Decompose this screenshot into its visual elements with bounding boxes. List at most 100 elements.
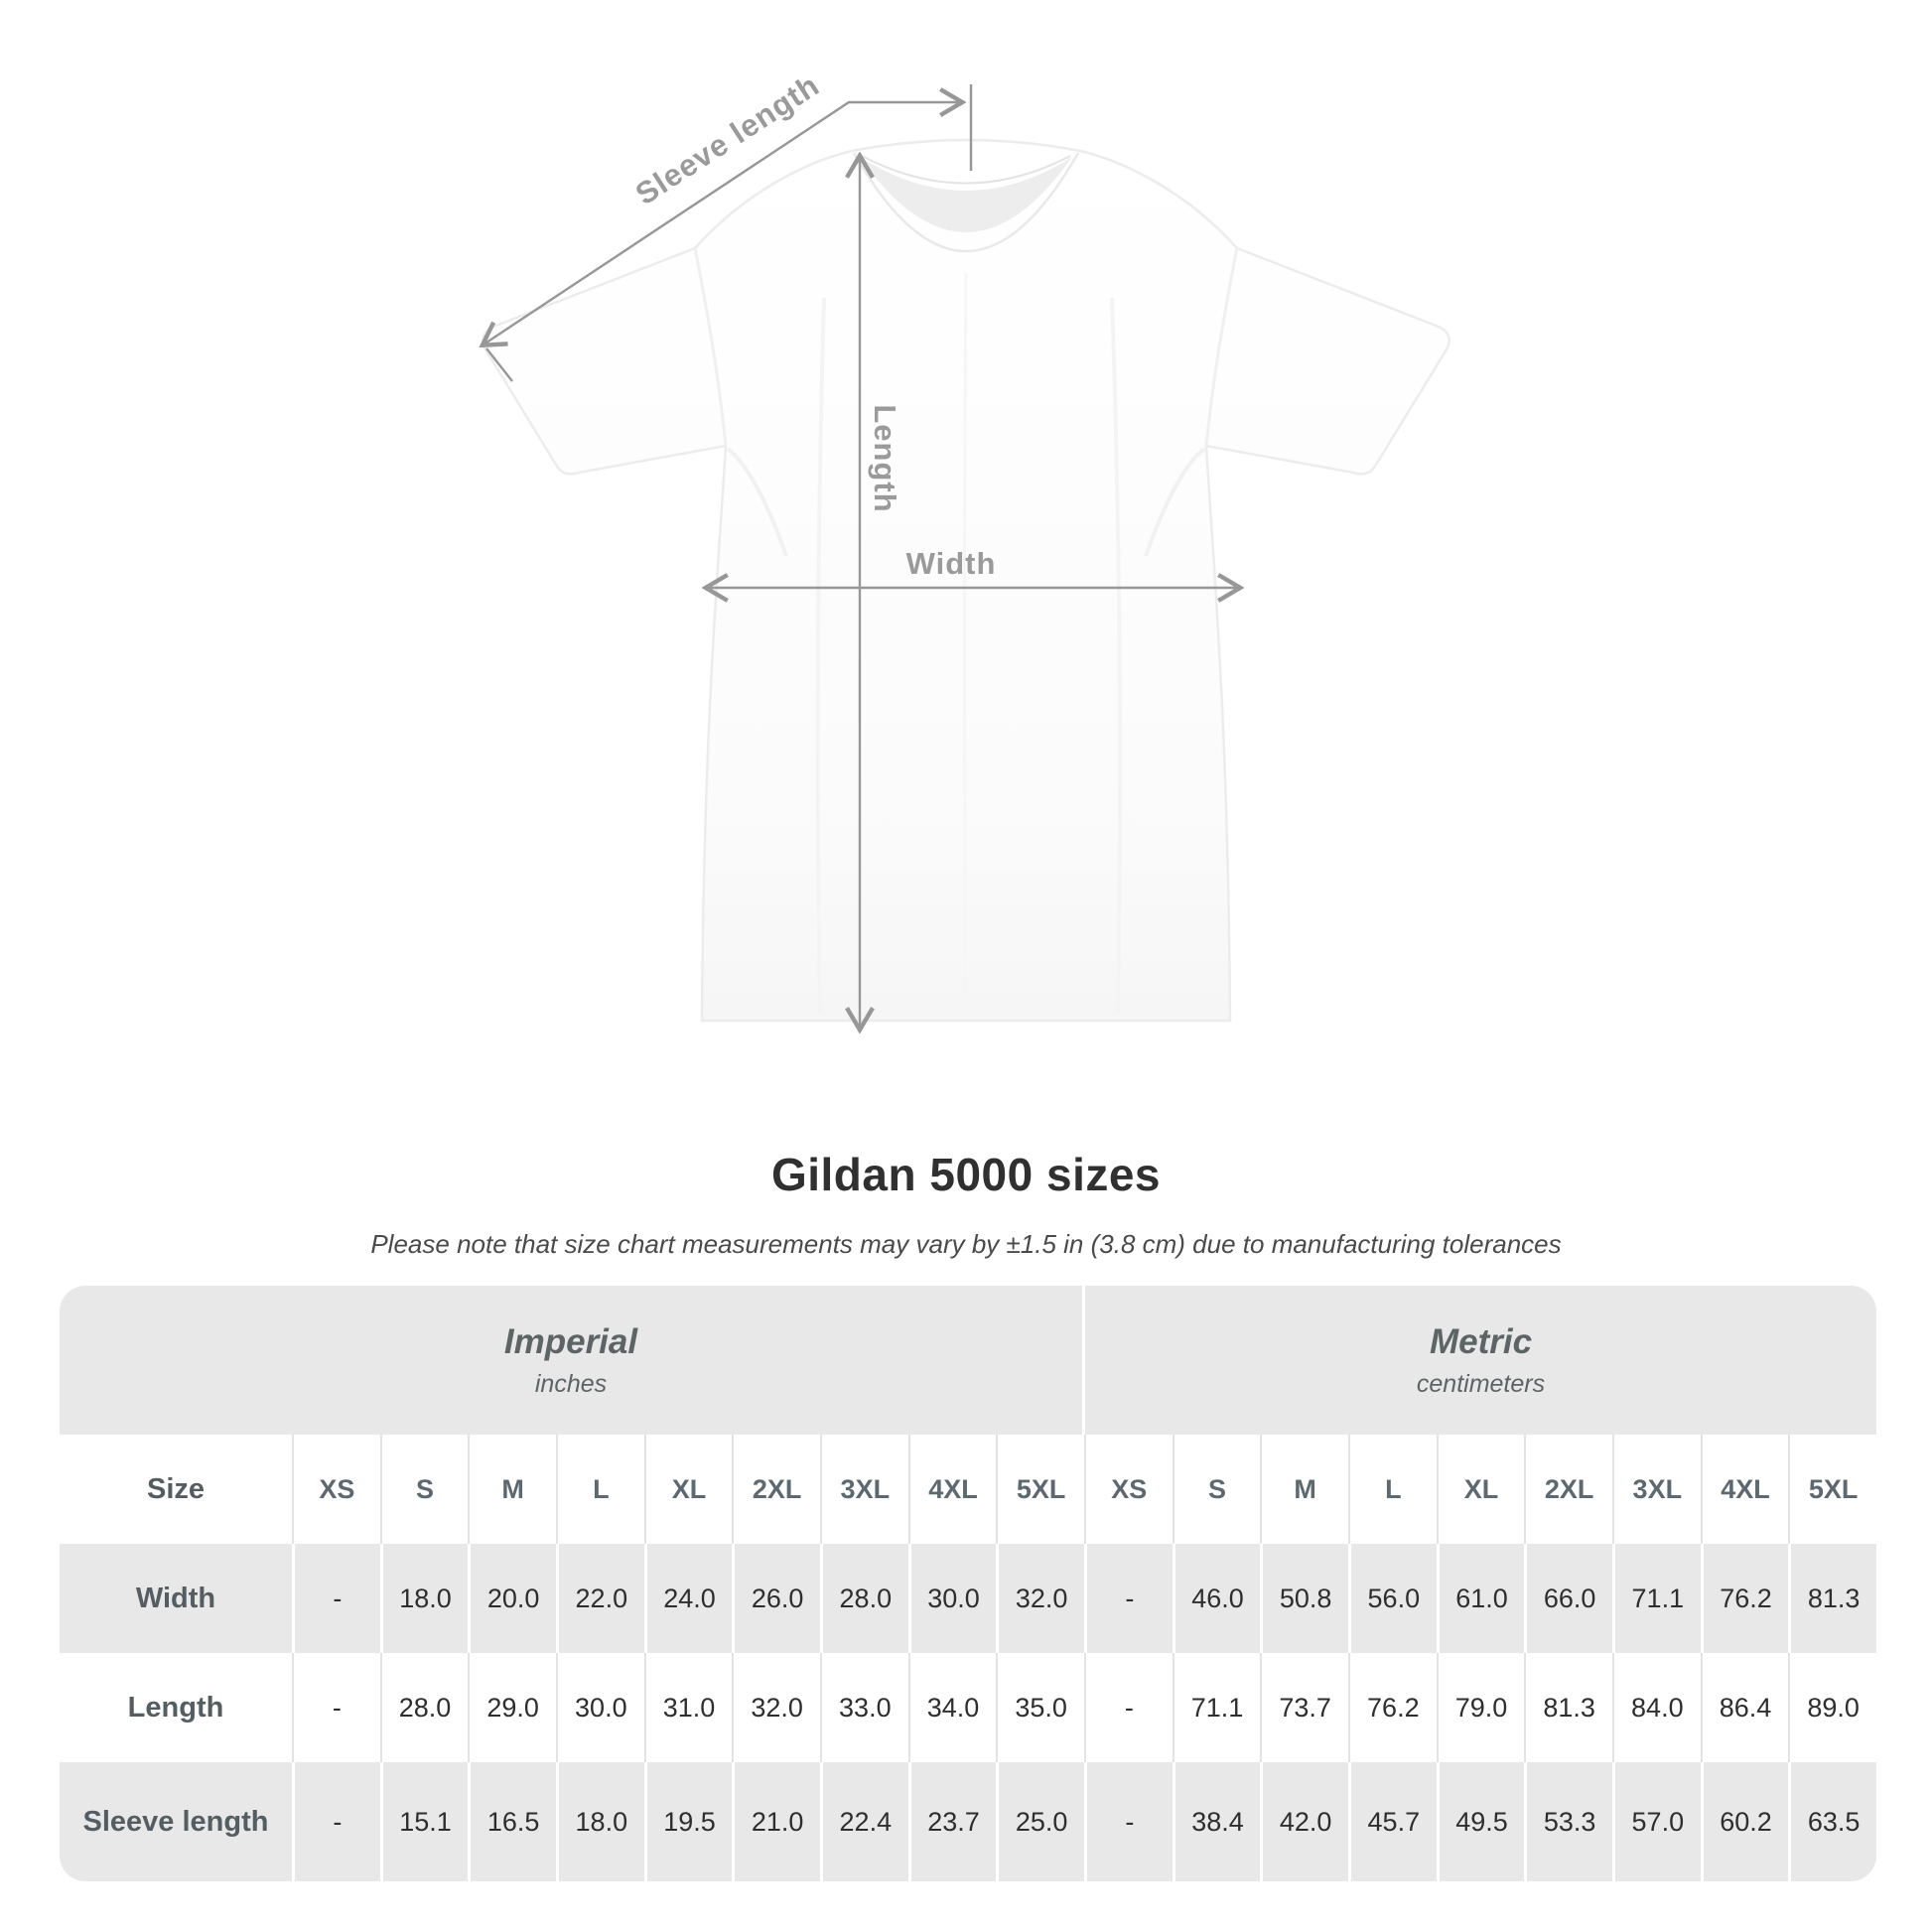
table-cell: 45.7 bbox=[1347, 1762, 1437, 1881]
col-header-metric-s: S bbox=[1172, 1435, 1261, 1544]
table-cell: 25.0 bbox=[996, 1762, 1084, 1881]
table-cell: 22.4 bbox=[819, 1762, 908, 1881]
size-table: Imperial inches Metric centimeters Size … bbox=[60, 1286, 1876, 1881]
table-cell: 76.2 bbox=[1347, 1653, 1437, 1762]
unit-group-metric: Metric centimeters bbox=[1085, 1286, 1876, 1435]
table-cell: 71.1 bbox=[1172, 1653, 1261, 1762]
table-cell: 35.0 bbox=[996, 1653, 1084, 1762]
table-cell: 89.0 bbox=[1788, 1653, 1876, 1762]
col-header-imperial-l: L bbox=[555, 1435, 644, 1544]
row-label-length: Length bbox=[127, 1691, 224, 1724]
armpit-shadow-right bbox=[1144, 447, 1206, 557]
table-cell: - bbox=[1083, 1762, 1173, 1881]
table-cell: 76.2 bbox=[1700, 1544, 1789, 1653]
table-row-width: Width - 18.0 20.0 22.0 24.0 26.0 28.0 30… bbox=[60, 1544, 1876, 1653]
imperial-label: Imperial bbox=[503, 1321, 638, 1361]
table-cell: 56.0 bbox=[1347, 1544, 1437, 1653]
col-header-imperial-xl: XL bbox=[643, 1435, 733, 1544]
table-cell: 71.1 bbox=[1611, 1544, 1701, 1653]
col-header-imperial-5xl: 5XL bbox=[996, 1435, 1084, 1544]
col-header-imperial-m: M bbox=[468, 1435, 556, 1544]
col-header-metric-3xl: 3XL bbox=[1611, 1435, 1701, 1544]
table-cell: 73.7 bbox=[1260, 1653, 1348, 1762]
table-cell: 19.5 bbox=[643, 1762, 733, 1881]
table-cell: 20.0 bbox=[468, 1544, 556, 1653]
table-cell: 30.0 bbox=[555, 1653, 644, 1762]
table-cell: 34.0 bbox=[907, 1653, 997, 1762]
table-cell: 28.0 bbox=[379, 1653, 469, 1762]
table-cell: 60.2 bbox=[1700, 1762, 1789, 1881]
table-cell: 32.0 bbox=[732, 1653, 820, 1762]
page-title: Gildan 5000 sizes bbox=[770, 1149, 1162, 1200]
table-cell: 26.0 bbox=[732, 1544, 820, 1653]
col-header-imperial-4xl: 4XL bbox=[907, 1435, 997, 1544]
table-cell: - bbox=[292, 1653, 380, 1762]
tshirt-measurement-diagram: Sleeve length Length Width bbox=[0, 68, 1450, 1142]
table-cell: 61.0 bbox=[1436, 1544, 1525, 1653]
table-row-length: Length - 28.0 29.0 30.0 31.0 32.0 33.0 3… bbox=[60, 1653, 1876, 1762]
table-cell: 46.0 bbox=[1172, 1544, 1261, 1653]
fold-line bbox=[1110, 297, 1122, 1014]
unit-group-row: Imperial inches Metric centimeters bbox=[60, 1286, 1876, 1435]
table-cell: 53.3 bbox=[1524, 1762, 1612, 1881]
table-cell: 49.5 bbox=[1436, 1762, 1525, 1881]
table-cell: 79.0 bbox=[1436, 1653, 1525, 1762]
sleeve-end-tick bbox=[485, 347, 513, 382]
table-cell: - bbox=[292, 1762, 380, 1881]
table-cell: - bbox=[1083, 1653, 1173, 1762]
armpit-shadow-left bbox=[726, 447, 788, 557]
table-cell: 31.0 bbox=[643, 1653, 733, 1762]
col-header-metric-m: M bbox=[1260, 1435, 1348, 1544]
col-header-metric-5xl: 5XL bbox=[1788, 1435, 1876, 1544]
sleeve-seam-right bbox=[1204, 247, 1239, 447]
width-label: Width bbox=[905, 546, 997, 581]
table-cell: 22.0 bbox=[555, 1544, 644, 1653]
table-cell: 81.3 bbox=[1524, 1653, 1612, 1762]
table-cell: 57.0 bbox=[1611, 1762, 1701, 1881]
table-cell: 28.0 bbox=[819, 1544, 908, 1653]
measurement-lines bbox=[483, 84, 1239, 1029]
table-cell: - bbox=[292, 1544, 380, 1653]
imperial-sublabel: inches bbox=[534, 1369, 608, 1398]
col-header-imperial-xs: XS bbox=[292, 1435, 380, 1544]
table-cell: 50.8 bbox=[1260, 1544, 1348, 1653]
col-header-imperial-3xl: 3XL bbox=[819, 1435, 908, 1544]
row-label-sleeve-length: Sleeve length bbox=[60, 1762, 292, 1881]
row-label-width: Width bbox=[60, 1544, 292, 1653]
length-label: Length bbox=[868, 404, 902, 513]
fold-line bbox=[963, 272, 968, 1016]
table-cell: 32.0 bbox=[996, 1544, 1084, 1653]
table-cell: - bbox=[1083, 1544, 1173, 1653]
col-header-metric-xs: XS bbox=[1083, 1435, 1173, 1544]
unit-group-imperial: Imperial inches bbox=[60, 1286, 1082, 1435]
tshirt-svg bbox=[0, 84, 1450, 1142]
table-cell: 84.0 bbox=[1611, 1653, 1701, 1762]
col-header-imperial-2xl: 2XL bbox=[732, 1435, 820, 1544]
col-header-metric-4xl: 4XL bbox=[1700, 1435, 1789, 1544]
table-cell: 29.0 bbox=[468, 1653, 556, 1762]
col-header-metric-xl: XL bbox=[1436, 1435, 1525, 1544]
table-cell: 18.0 bbox=[555, 1762, 644, 1881]
table-cell: 15.1 bbox=[379, 1762, 469, 1881]
table-cell: 23.7 bbox=[907, 1762, 997, 1881]
table-cell: 21.0 bbox=[732, 1762, 820, 1881]
table-cell: 18.0 bbox=[379, 1544, 469, 1653]
table-cell: 38.4 bbox=[1172, 1762, 1261, 1881]
table-cell: 42.0 bbox=[1260, 1762, 1348, 1881]
table-cell: 30.0 bbox=[907, 1544, 997, 1653]
table-cell: 24.0 bbox=[643, 1544, 733, 1653]
table-cell: 16.5 bbox=[468, 1762, 556, 1881]
col-header-metric-l: L bbox=[1347, 1435, 1437, 1544]
size-header-label: Size bbox=[146, 1472, 206, 1505]
page-subtitle: Please note that size chart measurements… bbox=[370, 1229, 1562, 1259]
table-cell: 81.3 bbox=[1788, 1544, 1876, 1653]
table-cell: 33.0 bbox=[819, 1653, 908, 1762]
sleeve-length-arrow bbox=[483, 102, 961, 345]
table-row-sleeve-length: Sleeve length - 15.1 16.5 18.0 19.5 21.0… bbox=[60, 1762, 1876, 1881]
metric-label: Metric bbox=[1429, 1321, 1533, 1361]
col-header-metric-2xl: 2XL bbox=[1524, 1435, 1612, 1544]
table-cell: 63.5 bbox=[1788, 1762, 1876, 1881]
fold-line bbox=[815, 297, 826, 1014]
table-cell: 86.4 bbox=[1700, 1653, 1789, 1762]
